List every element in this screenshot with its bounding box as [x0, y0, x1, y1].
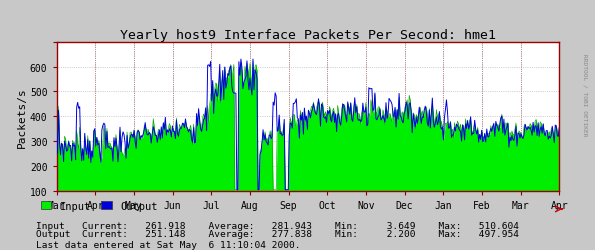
Text: Output  Current:   251.148    Average:   277.838    Min:     2.200    Max:   497: Output Current: 251.148 Average: 277.838… [36, 229, 519, 238]
Title: Yearly host9 Interface Packets Per Second: hme1: Yearly host9 Interface Packets Per Secon… [120, 28, 496, 41]
Text: Input   Current:   261.918    Average:   281.943    Min:     3.649    Max:   510: Input Current: 261.918 Average: 281.943 … [36, 221, 519, 230]
Y-axis label: Packets/s: Packets/s [17, 86, 27, 147]
Text: Last data entered at Sat May  6 11:10:04 2000.: Last data entered at Sat May 6 11:10:04 … [36, 240, 300, 249]
Legend: Input, Output: Input, Output [41, 201, 158, 211]
Text: RRDTOOL / TOBI OETIKER: RRDTOOL / TOBI OETIKER [583, 54, 588, 136]
